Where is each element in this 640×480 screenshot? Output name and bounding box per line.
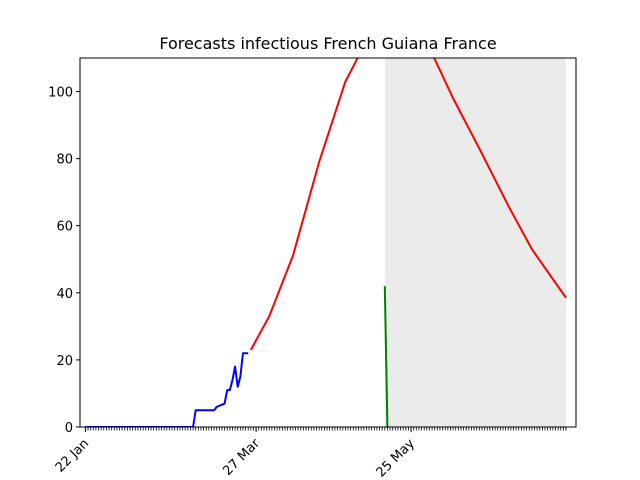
chart-title: Forecasts infectious French Guiana Franc… bbox=[159, 34, 496, 53]
series-line-1 bbox=[249, 58, 567, 351]
y-axis: 0 20 40 60 80 100 bbox=[48, 86, 80, 436]
series-line-0 bbox=[85, 352, 249, 427]
plot-frame bbox=[79, 57, 577, 428]
x-axis-minor-ticks bbox=[84, 427, 567, 431]
y-tick-label: 0 bbox=[65, 421, 73, 436]
series-layer bbox=[85, 58, 567, 427]
y-tick-label: 40 bbox=[56, 287, 73, 302]
y-tick-label: 100 bbox=[48, 86, 73, 101]
y-tick-label: 80 bbox=[56, 153, 73, 168]
y-tick-label: 20 bbox=[56, 354, 73, 369]
y-tick-label: 60 bbox=[56, 220, 73, 235]
shaded-region-rect bbox=[384, 58, 567, 427]
series-line-2 bbox=[383, 286, 389, 427]
forecast-shaded-region bbox=[384, 58, 567, 427]
